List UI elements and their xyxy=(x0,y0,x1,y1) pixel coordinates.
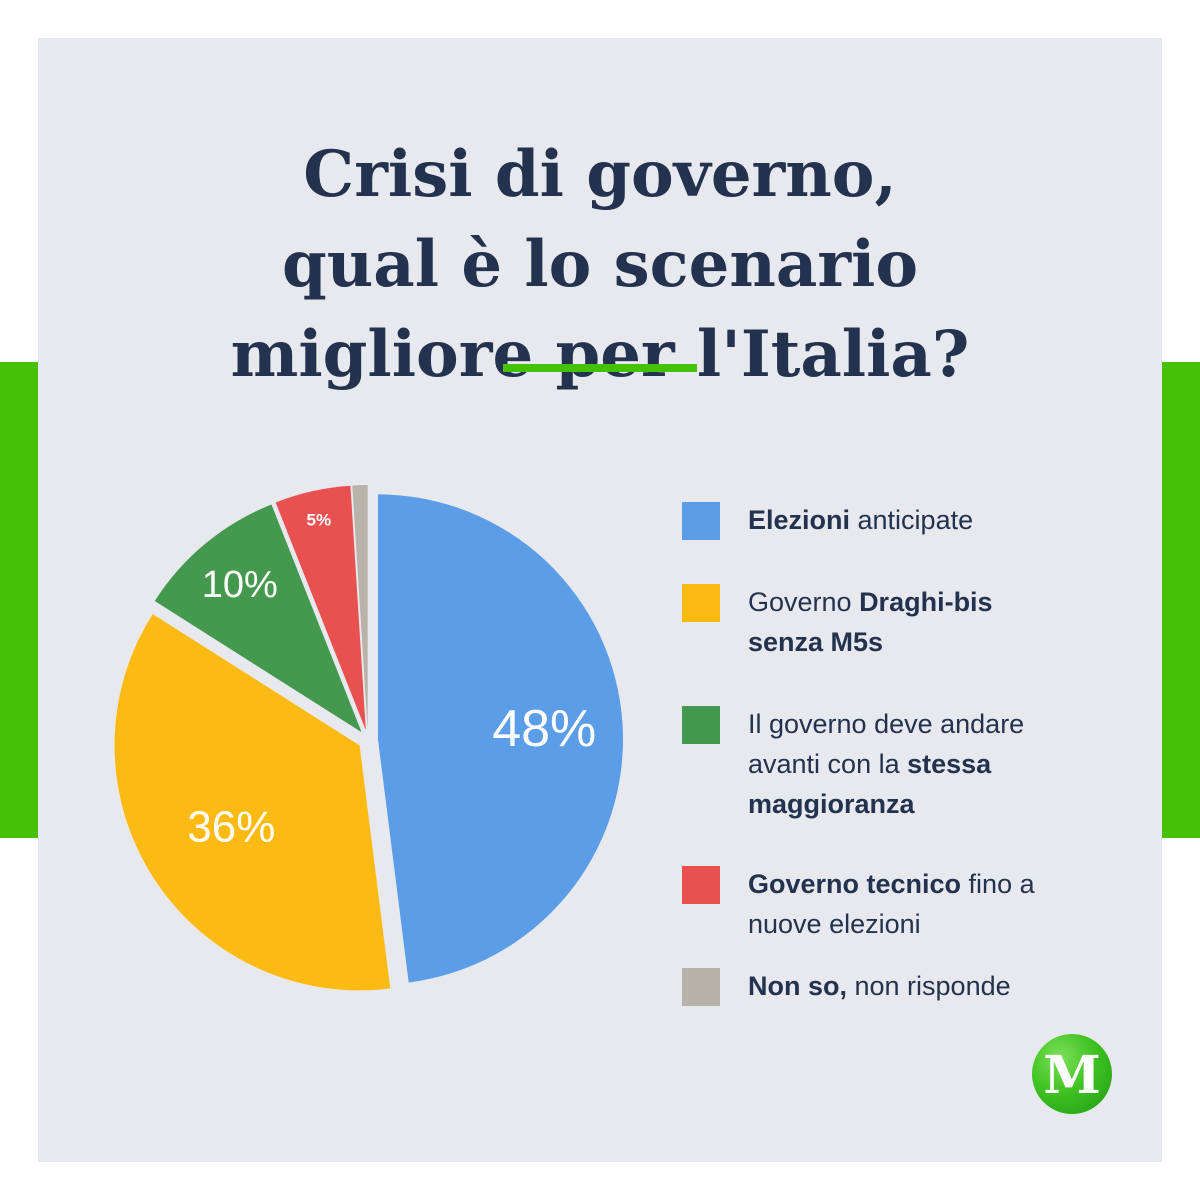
pie-slice xyxy=(352,485,368,731)
title-line-1: Crisi di governo, xyxy=(303,137,897,212)
title-line-2: qual è lo scenario xyxy=(281,227,919,302)
legend-label: Non so, non risponde xyxy=(748,971,1011,1001)
pie-slice xyxy=(275,485,366,731)
pie-slice-label: 5% xyxy=(306,510,331,529)
chart-title: Crisi di governo, qual è lo scenario mig… xyxy=(38,130,1162,400)
pie-chart: 48% 36% 10% 5% xyxy=(114,485,623,991)
legend-label: Governo Draghi-bis senza M5s xyxy=(748,587,993,657)
pie-slice xyxy=(114,614,391,991)
m-logo-icon: M xyxy=(1032,1034,1112,1114)
legend-swatch-green xyxy=(682,706,720,744)
pie-slice xyxy=(154,504,362,733)
pie-slice-label: 48% xyxy=(492,700,596,758)
legend-swatch-yellow xyxy=(682,584,720,622)
legend-swatch-blue xyxy=(682,502,720,540)
pie-slice xyxy=(377,494,623,983)
legend-swatch-red xyxy=(682,866,720,904)
title-line-3: migliore per l'Italia? xyxy=(230,317,970,392)
left-accent-band xyxy=(0,362,40,838)
legend-label: Governo tecnico fino a nuove elezioni xyxy=(748,869,1035,939)
logo-letter: M xyxy=(1043,1045,1101,1106)
right-accent-band xyxy=(1160,362,1200,838)
legend-swatch-grey xyxy=(682,968,720,1006)
title-underline xyxy=(503,364,697,372)
legend-label: Elezioni anticipate xyxy=(748,505,974,535)
legend-label: Il governo deve andare avanti con la ste… xyxy=(748,709,1025,819)
pie-slice-label: 36% xyxy=(187,802,275,851)
pie-slice-label: 10% xyxy=(202,564,278,606)
chart-card: Crisi di governo, qual è lo scenario mig… xyxy=(38,38,1162,1162)
